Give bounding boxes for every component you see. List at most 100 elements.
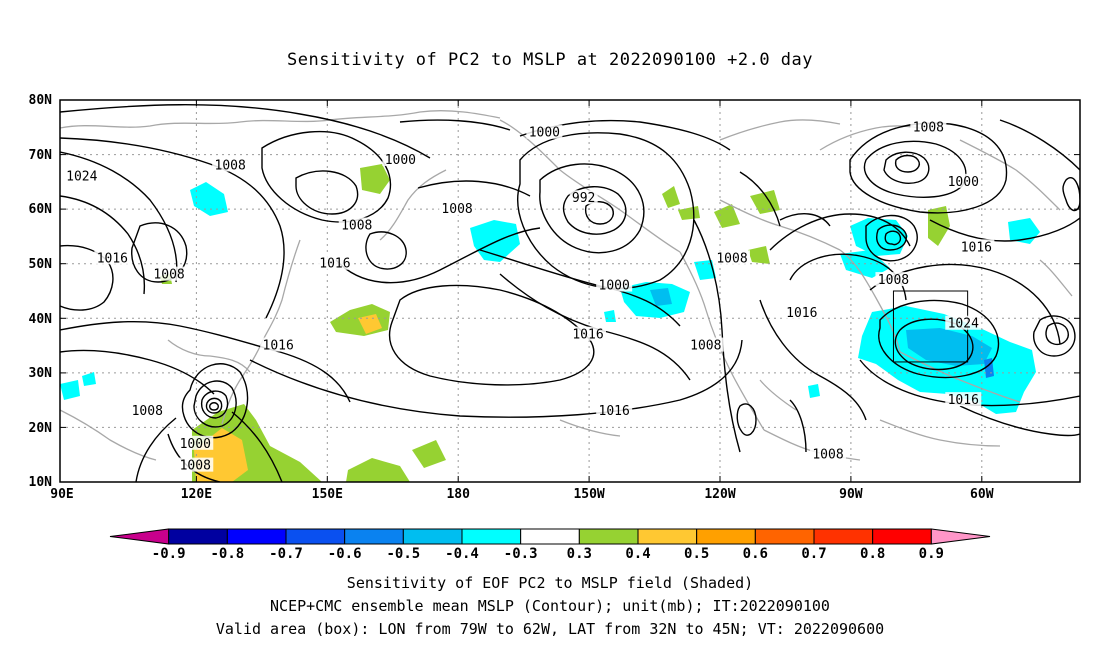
contour-label: 1016 [948, 393, 979, 408]
contour-label-bg [316, 255, 353, 270]
colorbar-label: -0.8 [210, 546, 244, 562]
colorbar-swatch [344, 528, 404, 545]
contour-label-bg [338, 217, 375, 232]
axis-ticks [60, 100, 1080, 482]
contour-label: 1016 [319, 257, 350, 272]
contour-label: 1016 [572, 328, 603, 343]
colorbar-swatch [637, 528, 698, 545]
lat-label: 50N [29, 257, 53, 272]
lon-label: 90E [50, 487, 73, 502]
contour-label: 1000 [599, 279, 630, 294]
contour-label: 1016 [961, 240, 992, 255]
contour-label-bg [569, 190, 598, 205]
contour-label: 1008 [341, 219, 372, 234]
colorbar-swatch [285, 528, 346, 545]
contour-label-bg [945, 173, 982, 188]
latitude-labels: 80N 70N 60N 50N 40N 30N 20N 10N [29, 93, 53, 490]
colorbar-label: -0.5 [386, 546, 420, 562]
contour-label: 1016 [263, 339, 294, 354]
contour-label: 1000 [180, 437, 211, 452]
caption-contour: NCEP+CMC ensemble mean MSLP (Contour); u… [270, 597, 830, 615]
contour-label-bg [177, 457, 214, 472]
contour-label: 1000 [948, 175, 979, 190]
colorbar-swatch [578, 528, 639, 545]
contour-label-bg [570, 326, 606, 341]
colorbar-label: -0.6 [328, 546, 362, 562]
colorbar-label: -0.7 [269, 546, 303, 562]
colorbar-label: 0.4 [625, 546, 650, 562]
contour-label: 1008 [180, 459, 211, 474]
contour-label: 1024 [948, 317, 979, 332]
lat-label: 80N [29, 93, 53, 108]
colorbar-swatch [109, 528, 170, 545]
contour-labels: 1000 1008 1000 1008 1024 1000 992 1008 1008 1016 1… [63, 119, 995, 474]
colorbar-swatch [226, 528, 287, 545]
colorbar-label: -0.9 [152, 546, 186, 562]
contour-label-bg [382, 152, 419, 167]
lon-label: 180 [446, 487, 470, 502]
colorbar-label: 0.8 [860, 546, 885, 562]
colorbar-label: 0.6 [743, 546, 768, 562]
contour-label-bg [526, 124, 563, 139]
graticule [60, 100, 1080, 482]
colorbar-swatch [461, 528, 522, 545]
lon-label: 150W [573, 487, 604, 502]
contour-label-bg [945, 315, 982, 330]
lon-label: 90W [839, 487, 863, 502]
contour-label: 1008 [913, 120, 944, 135]
contour-label: 1008 [812, 448, 843, 463]
contour-label: 1008 [716, 251, 747, 266]
colorbar-swatch [872, 528, 932, 545]
contour-label-bg [94, 250, 131, 265]
contour-label-bg [260, 337, 297, 352]
contour-label-bg [212, 157, 249, 172]
lon-label: 150E [312, 487, 343, 502]
contour-label: 1008 [878, 273, 909, 288]
contour-label: 992 [572, 191, 595, 206]
colorbar-swatch [930, 528, 991, 545]
colorbar-label: 0.9 [919, 546, 944, 562]
contour-label-bg [783, 304, 820, 319]
contour-label: 1016 [786, 306, 817, 321]
colorbar-label: -0.4 [445, 546, 479, 562]
contour-label: 1008 [215, 158, 246, 173]
caption-shading: Sensitivity of EOF PC2 to MSLP field (Sh… [346, 574, 754, 592]
lat-label: 30N [29, 366, 53, 381]
contour-label-bg [177, 435, 214, 450]
contour-label: 1008 [690, 339, 721, 354]
contour-label-bg [810, 446, 846, 461]
contour-label-bg [687, 337, 724, 352]
contour-label: 1024 [66, 169, 97, 184]
contour-label-bg [958, 239, 995, 254]
colorbar: -0.9 -0.8 -0.7 -0.6 -0.5 -0.4 -0.3 0.3 0.4 0.5 0.6… [109, 528, 991, 562]
colorbar-label: 0.5 [684, 546, 709, 562]
figure-title: Sensitivity of PC2 to MSLP at 2022090100… [286, 50, 813, 70]
contour-label: 1008 [153, 268, 184, 283]
contour-label: 1016 [97, 251, 128, 266]
contour-label-bg [63, 168, 100, 183]
colorbar-label: 0.7 [801, 546, 826, 562]
caption-valid-area: Valid area (box): LON from 79W to 62W, L… [215, 620, 885, 638]
lat-label: 40N [29, 312, 53, 327]
contour-label-bg [596, 403, 633, 418]
lat-label: 60N [29, 202, 53, 217]
contour-label-bg [910, 119, 947, 134]
colorbar-swatch [168, 528, 228, 545]
lat-label: 20N [29, 421, 53, 436]
contour-label: 1008 [132, 404, 163, 419]
colorbar-label: -0.3 [504, 546, 538, 562]
contour-label-bg [129, 403, 166, 418]
colorbar-swatch [520, 528, 580, 545]
contour-label-bg [151, 266, 188, 281]
lat-label: 10N [29, 475, 53, 490]
colorbar-swatch [696, 528, 756, 545]
contour-label: 1016 [599, 404, 630, 419]
map-frame [59, 99, 1081, 483]
contour-label-bg [596, 277, 633, 292]
colorbar-swatch [813, 528, 874, 545]
contour-label-bg [945, 392, 982, 407]
contour-label-bg [439, 201, 476, 216]
lon-label: 120W [704, 487, 735, 502]
contour-label: 1008 [441, 202, 472, 217]
colorbar-label: 0.3 [567, 546, 592, 562]
